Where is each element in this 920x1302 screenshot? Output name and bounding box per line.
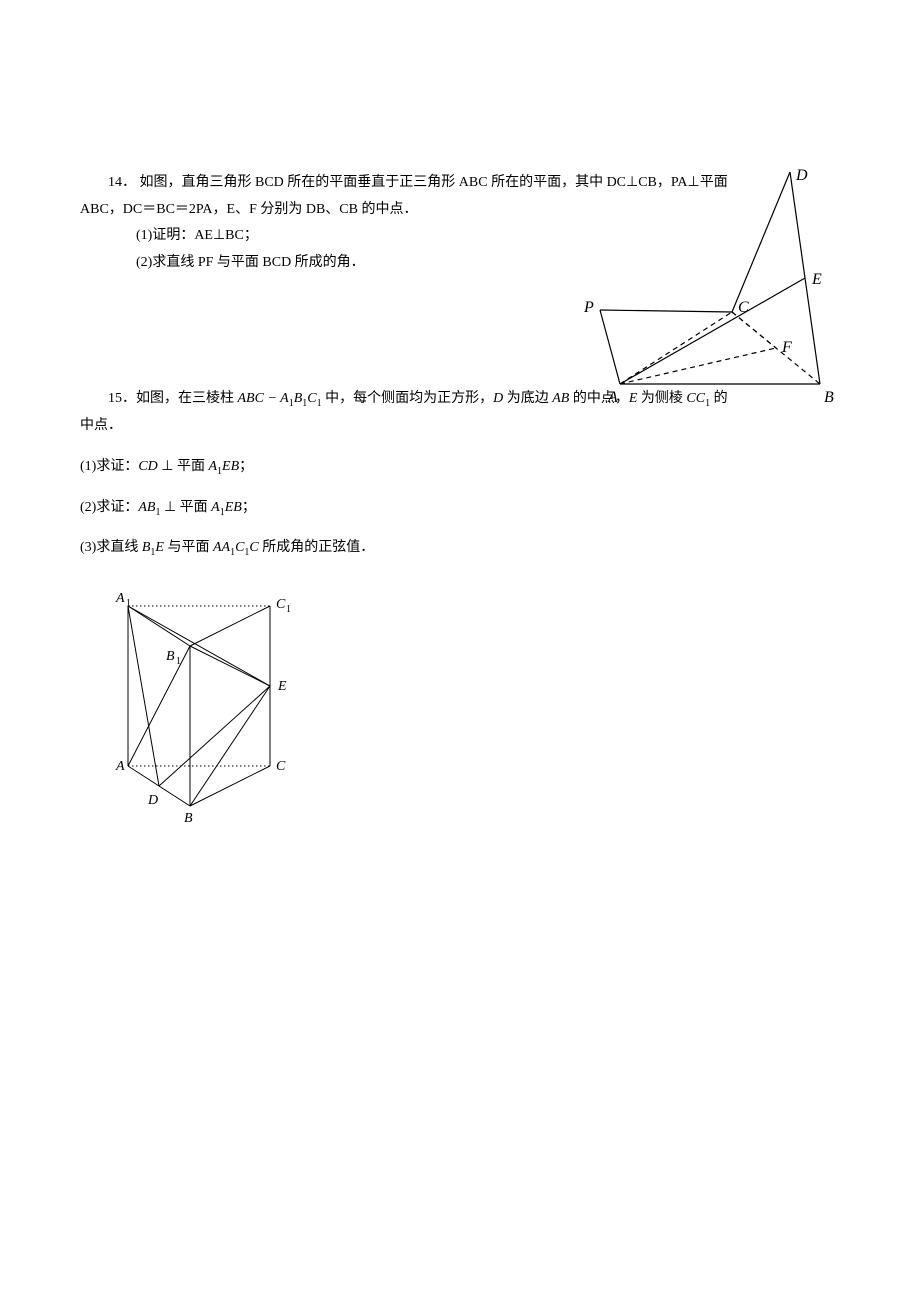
math-q2: AB1 — [138, 500, 160, 515]
svg-text:1: 1 — [286, 604, 291, 615]
problem-15-q3: (3)求直线 B1E 与平面 AA1C1C 所成角的正弦值． — [80, 535, 840, 562]
svg-text:F: F — [781, 339, 792, 356]
svg-text:B: B — [166, 649, 175, 664]
problem-15-line2: 中点． — [80, 413, 840, 440]
svg-text:B: B — [184, 811, 193, 824]
svg-text:C: C — [276, 759, 286, 774]
svg-text:E: E — [277, 679, 287, 694]
math-q1: CD — [138, 459, 157, 474]
svg-text:C: C — [738, 299, 749, 316]
svg-text:1: 1 — [176, 656, 181, 667]
problem-15-line1: 15．如图，在三棱柱 ABC − A1B1C1 中，每个侧面均为正方形，D 为底… — [80, 386, 840, 413]
math-abc-a1b1c1: ABC − A1B1C1 — [238, 391, 322, 406]
svg-text:C: C — [276, 597, 286, 612]
svg-text:A: A — [115, 759, 125, 774]
math-aa1c1c: AA1C1C — [213, 540, 259, 555]
problem-14-figure: A B C D E F P — [580, 162, 840, 412]
svg-text:D: D — [147, 793, 158, 808]
svg-text:1: 1 — [126, 598, 131, 609]
problem-15-number: 15． — [108, 391, 136, 406]
problem-15-figure: A B C A1 B1 C1 D E — [110, 584, 310, 824]
svg-text:P: P — [583, 299, 594, 316]
math-cc1: CC1 — [686, 391, 710, 406]
math-b1e: B1E — [142, 540, 164, 555]
problem-15-q2: (2)求证：AB1 ⊥ 平面 A1EB； — [80, 495, 840, 522]
problem-14: 14． 如图，直角三角形 BCD 所在的平面垂直于正三角形 ABC 所在的平面，… — [80, 170, 840, 276]
page: 14． 如图，直角三角形 BCD 所在的平面垂直于正三角形 ABC 所在的平面，… — [0, 0, 920, 1014]
svg-text:E: E — [811, 271, 822, 288]
svg-text:A: A — [115, 591, 125, 606]
svg-text:D: D — [795, 167, 808, 184]
problem-15-q1: (1)求证：CD ⊥ 平面 A1EB； — [80, 454, 840, 481]
problem-15: 15．如图，在三棱柱 ABC − A1B1C1 中，每个侧面均为正方形，D 为底… — [80, 386, 840, 824]
